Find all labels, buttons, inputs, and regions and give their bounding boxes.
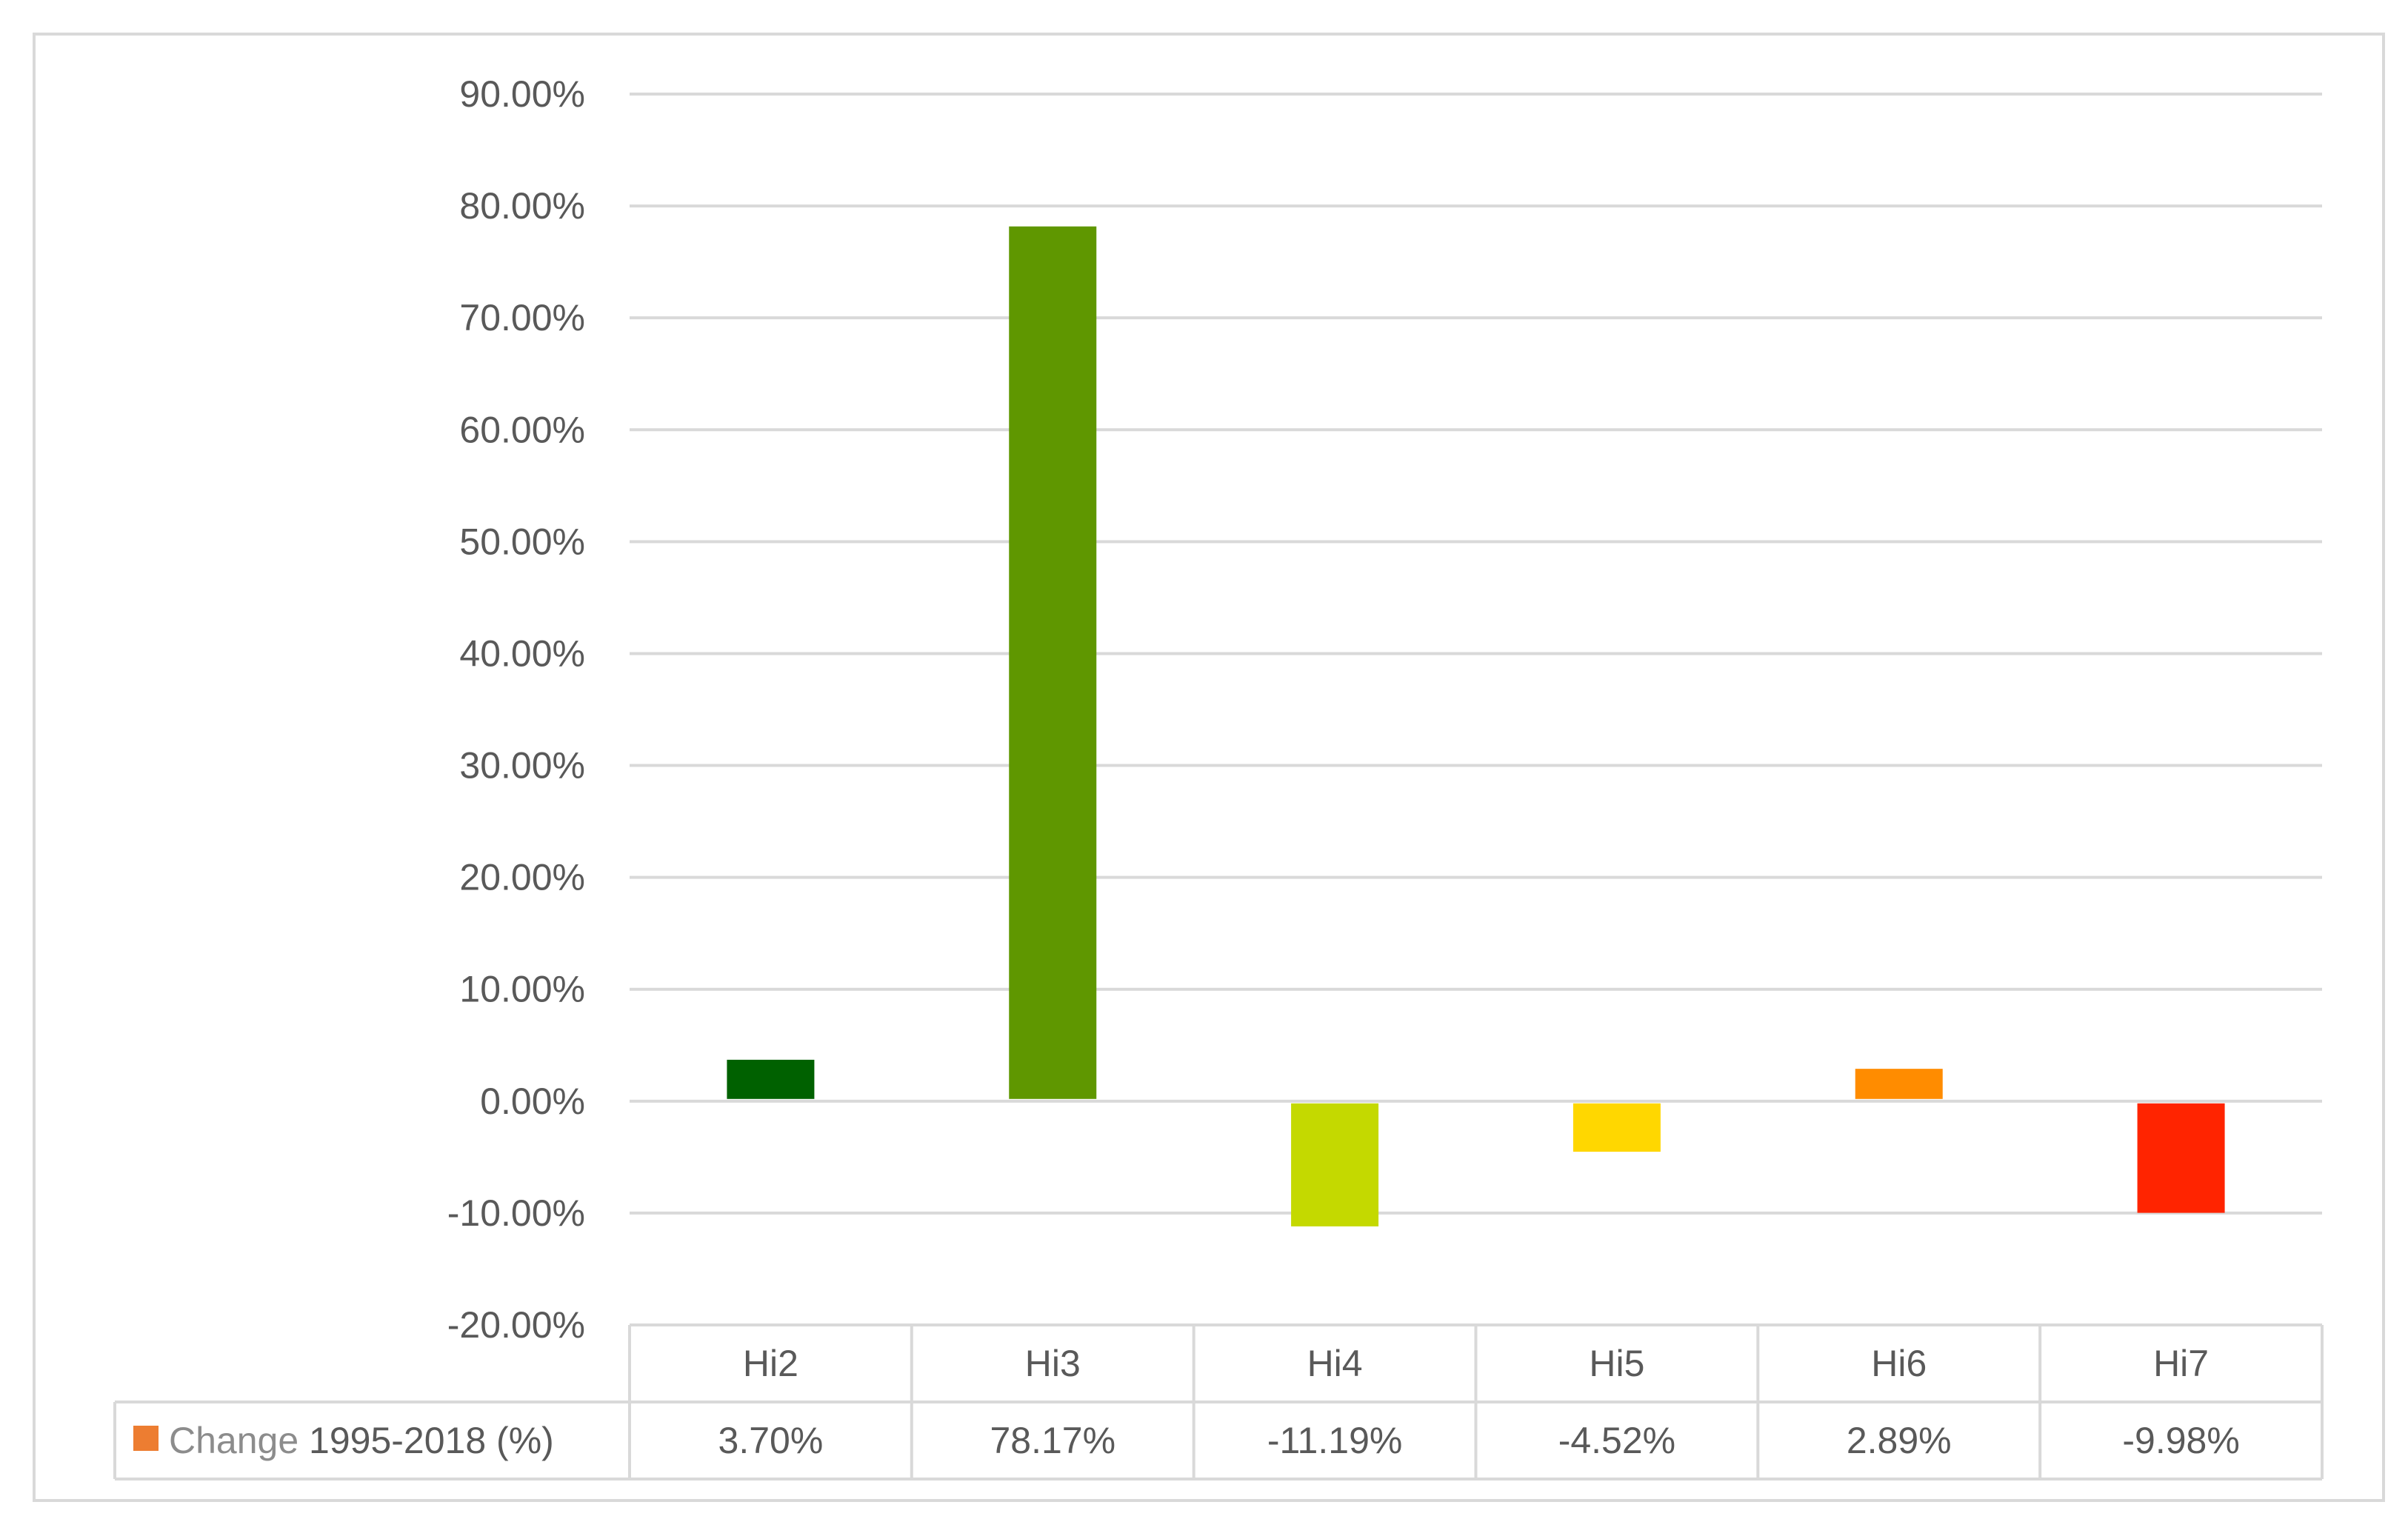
bar-hi5	[1572, 1103, 1661, 1152]
y-tick-label: 80.00%	[459, 185, 585, 227]
y-tick-label: -20.00%	[447, 1304, 585, 1346]
legend-swatch	[133, 1426, 159, 1451]
x-tick-label: Hi5	[1589, 1343, 1644, 1384]
data-label: 78.17%	[990, 1420, 1115, 1461]
y-tick-label: 0.00%	[480, 1081, 585, 1122]
bar-hi7	[2137, 1103, 2225, 1213]
x-tick-label: Hi3	[1025, 1343, 1081, 1384]
y-tick-label: 40.00%	[459, 632, 585, 674]
chart-frame	[33, 33, 2385, 1502]
y-tick-label: 20.00%	[459, 857, 585, 898]
bar-hi3	[1009, 226, 1097, 1099]
y-tick-label: 90.00%	[459, 73, 585, 115]
y-tick-label: 50.00%	[459, 521, 585, 562]
y-tick-label: 30.00%	[459, 745, 585, 787]
data-label: -11.19%	[1267, 1420, 1403, 1461]
y-tick-label: 60.00%	[459, 409, 585, 450]
data-label: 3.70%	[718, 1420, 824, 1461]
data-label: -9.98%	[2122, 1420, 2239, 1461]
bar-hi4	[1291, 1103, 1379, 1226]
y-tick-label: 70.00%	[459, 297, 585, 338]
x-tick-label: Hi4	[1307, 1343, 1363, 1384]
y-tick-label: -10.00%	[447, 1192, 585, 1234]
x-tick-label: Hi7	[2153, 1343, 2209, 1384]
y-tick-label: 10.00%	[459, 969, 585, 1010]
bar-hi2	[727, 1059, 815, 1099]
bar-hi6	[1855, 1069, 1943, 1099]
legend-label: Change 1995-2018 (%)	[169, 1420, 554, 1461]
data-label: -4.52%	[1558, 1420, 1675, 1461]
data-label: 2.89%	[1847, 1420, 1952, 1461]
x-tick-label: Hi6	[1871, 1343, 1927, 1384]
x-tick-label: Hi2	[743, 1343, 798, 1384]
